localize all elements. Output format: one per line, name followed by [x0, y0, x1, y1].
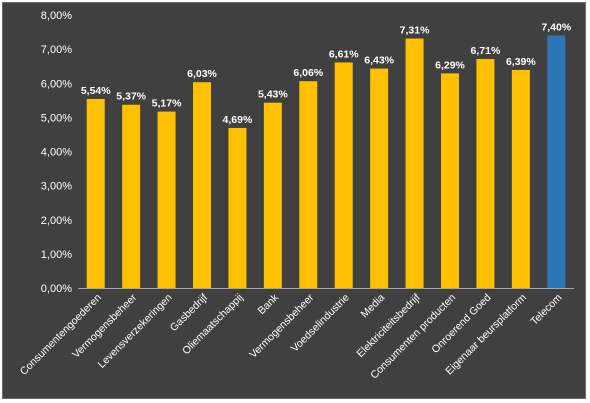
y-tick-label: 5,00% [41, 112, 72, 124]
category-labels: ConsumentengoederenVermogensbeheerLevens… [18, 291, 565, 381]
data-label: 6,43% [364, 55, 394, 67]
data-label: 6,39% [506, 56, 536, 68]
x-category-label: Telecom [528, 291, 564, 327]
bar [122, 104, 141, 288]
x-category-label: Vermogensbeheer [247, 291, 317, 361]
y-tick-label: 1,00% [41, 249, 72, 261]
bar [441, 73, 459, 288]
x-category-label: Media [359, 292, 388, 321]
bar [193, 82, 211, 288]
bar [476, 59, 495, 288]
data-label: 7,31% [400, 25, 430, 37]
bar [157, 111, 176, 288]
bar [299, 81, 318, 288]
bar [334, 62, 353, 289]
bar [370, 68, 389, 288]
y-tick-label: 3,00% [41, 181, 72, 193]
data-label: 5,17% [152, 98, 182, 110]
data-label: 6,06% [293, 67, 323, 79]
x-category-label: Oliemaatschappij [180, 292, 245, 357]
data-label: 6,71% [471, 45, 501, 57]
data-label: 6,61% [329, 48, 359, 60]
y-tick-label: 0,00% [41, 283, 72, 295]
x-category-label: Elektriciteitsbedrijf [354, 292, 422, 360]
data-label: 5,54% [81, 85, 111, 97]
bar [263, 102, 282, 288]
y-tick-label: 7,00% [41, 44, 72, 56]
bar [405, 38, 424, 288]
bar [547, 35, 566, 288]
y-tick-label: 8,00% [41, 10, 72, 22]
data-label: 6,03% [187, 68, 217, 80]
bar [86, 98, 105, 288]
bar [511, 69, 530, 288]
data-label: 5,43% [258, 89, 288, 101]
data-label: 5,37% [116, 91, 146, 103]
y-tick-label: 2,00% [41, 215, 72, 227]
y-tick-label: 6,00% [41, 78, 72, 90]
y-tick-label: 4,00% [41, 147, 72, 159]
data-labels: 5,54% 5,37% 5,17% 6,03% 4,69% 5,43% 6,06% 6,61%… [81, 21, 572, 125]
y-axis: 0,00% 1,00% 2,00% 3,00% 4,00% 5,00% 6,00% 7,00%… [41, 10, 574, 295]
bar [228, 127, 247, 288]
x-category-label: Bank [256, 291, 282, 317]
data-label: 4,69% [223, 114, 253, 126]
data-label: 7,40% [541, 21, 571, 33]
x-category-label: Vermogensbeheer [70, 291, 140, 361]
data-label: 6,29% [435, 59, 465, 71]
bars [86, 35, 566, 289]
